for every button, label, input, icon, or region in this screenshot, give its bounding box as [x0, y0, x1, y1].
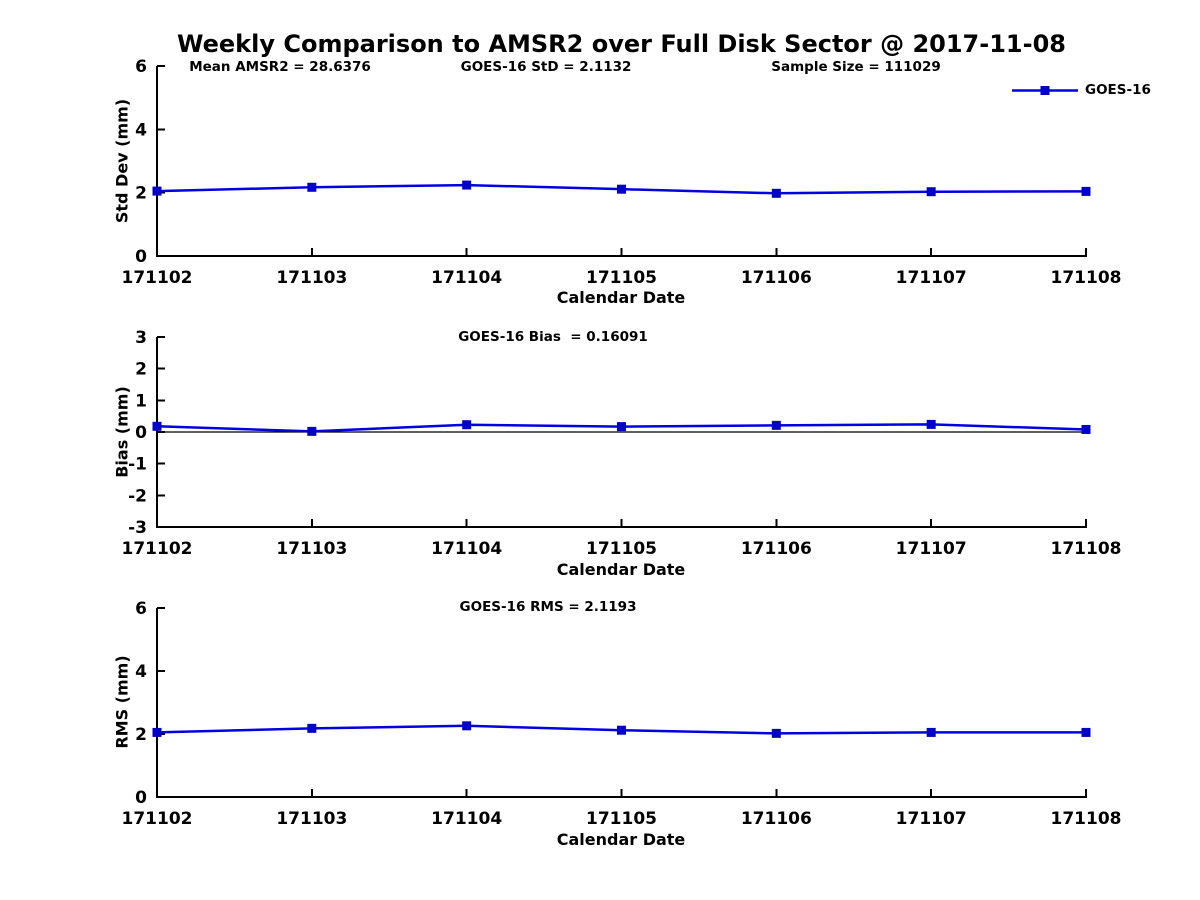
- x-tick-label: 171105: [586, 539, 657, 559]
- x-tick-label: 171107: [896, 268, 967, 288]
- data-point-marker: [1081, 186, 1091, 196]
- subplot-1: 0 2 4 6 171102 171103 171104 171105 171106 171107…: [122, 57, 1122, 288]
- y-tick-label: -2: [128, 486, 147, 506]
- y-tick-label: -3: [128, 518, 147, 538]
- data-point-marker: [152, 421, 162, 431]
- x-axis-label-calendar-date-2: Calendar Date: [556, 560, 686, 579]
- y-tick-label: 0: [135, 247, 147, 267]
- data-point-marker: [152, 727, 162, 737]
- x-tick-label: 171102: [122, 268, 193, 288]
- y-tick-label: 1: [135, 391, 147, 411]
- y-tick-label: 6: [135, 57, 147, 77]
- subplot-3: 0 2 4 6 171102 171103 171104 171105 171106 171107…: [122, 599, 1122, 829]
- x-tick-label: 171105: [586, 809, 657, 829]
- axis-line: [156, 66, 1087, 257]
- axis-line: [156, 608, 1087, 798]
- x-axis-label-calendar-date-1: Calendar Date: [556, 288, 686, 307]
- y-tick-label: 2: [135, 360, 147, 380]
- data-point-marker: [1081, 727, 1091, 737]
- y-tick-label: 4: [135, 120, 147, 140]
- x-tick-label: 171104: [431, 809, 502, 829]
- data-point-marker: [617, 725, 626, 735]
- subplot-2: -3 -2 -1 0 1 2 3 171102 171103 171104 171105 171106…: [122, 328, 1122, 559]
- data-point-marker: [771, 420, 781, 430]
- x-tick-label: 171105: [586, 268, 657, 288]
- legend-line-sample-icon: [1012, 85, 1078, 95]
- x-tick-label: 171106: [741, 809, 812, 829]
- x-tick-label: 171104: [431, 268, 502, 288]
- x-axis-label-calendar-date-3: Calendar Date: [556, 830, 686, 849]
- y-tick-label: 2: [135, 725, 147, 745]
- subplot-title-rms: GOES-16 RMS = 2.1193: [459, 599, 637, 615]
- y-tick-label: -1: [128, 455, 147, 475]
- x-tick-label: 171106: [741, 539, 812, 559]
- annotation-mean-amsr2: Mean AMSR2 = 28.6376: [189, 59, 371, 75]
- data-point-marker: [462, 180, 472, 190]
- data-point-marker: [617, 184, 626, 194]
- data-point-marker: [926, 727, 936, 737]
- y-tick-label: 0: [135, 788, 147, 808]
- legend: GOES-16: [1012, 82, 1151, 98]
- data-point-marker: [771, 188, 781, 198]
- annotation-goes16-std: GOES-16 StD = 2.1132: [460, 59, 632, 75]
- y-tick-label: 3: [135, 328, 147, 348]
- x-tick-label: 171106: [741, 268, 812, 288]
- y-tick-label: 0: [135, 423, 147, 443]
- x-tick-label: 171104: [431, 539, 502, 559]
- x-tick-label: 171102: [122, 809, 193, 829]
- data-point-marker: [307, 426, 317, 436]
- x-tick-label: 171108: [1051, 539, 1122, 559]
- legend-marker-icon: [1040, 85, 1050, 95]
- x-tick-label: 171108: [1051, 268, 1122, 288]
- subplot-title-bias: GOES-16 Bias = 0.16091: [458, 329, 648, 345]
- legend-label: GOES-16: [1085, 82, 1151, 98]
- data-point-marker: [462, 721, 472, 731]
- data-point-marker: [617, 422, 626, 432]
- data-point-marker: [926, 187, 936, 197]
- data-point-marker: [1081, 424, 1091, 434]
- annotation-sample-size: Sample Size = 111029: [771, 59, 941, 75]
- data-point-marker: [771, 728, 781, 738]
- y-tick-label: 4: [135, 662, 147, 682]
- y-tick-label: 6: [135, 599, 147, 619]
- x-tick-label: 171103: [276, 268, 347, 288]
- x-tick-label: 171107: [896, 539, 967, 559]
- figure-title: Weekly Comparison to AMSR2 over Full Dis…: [177, 30, 1066, 58]
- data-point-marker: [462, 420, 472, 430]
- data-point-marker: [926, 419, 936, 429]
- y-tick-label: 2: [135, 184, 147, 204]
- data-point-marker: [307, 723, 317, 733]
- data-point-marker: [152, 186, 162, 196]
- x-tick-label: 171103: [276, 539, 347, 559]
- x-tick-label: 171103: [276, 809, 347, 829]
- x-tick-label: 171108: [1051, 809, 1122, 829]
- x-tick-label: 171107: [896, 809, 967, 829]
- x-tick-label: 171102: [122, 539, 193, 559]
- data-point-marker: [307, 182, 317, 192]
